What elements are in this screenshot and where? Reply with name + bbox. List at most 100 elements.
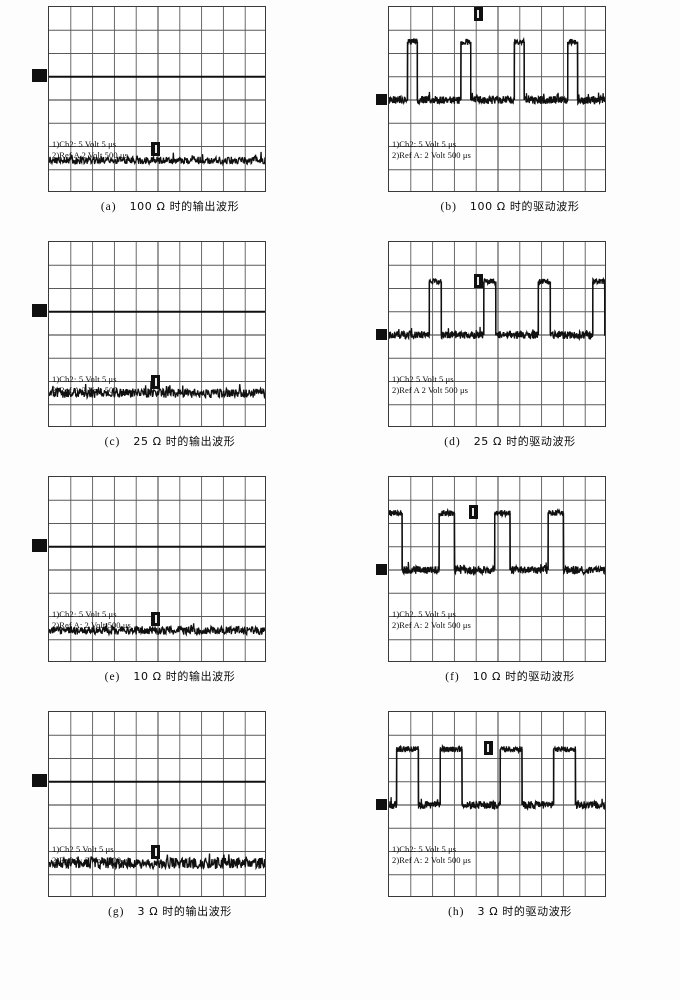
channel-reference-marker bbox=[376, 93, 387, 105]
scope-readout-line2: 2)Ref A: 2 Volt 500 μs bbox=[392, 620, 471, 631]
scope-graticule bbox=[48, 6, 266, 192]
scope-readout-line1: 1)Ch2: 5 Volt 5 μs bbox=[392, 844, 457, 855]
waveform-svg-h bbox=[389, 712, 605, 896]
panel-caption-text: 100 Ω 时的驱动波形 bbox=[469, 200, 580, 213]
channel-reference-marker bbox=[32, 304, 47, 318]
panel-caption-c: (c) 25 Ω 时的输出波形 bbox=[0, 433, 340, 449]
scope-graticule bbox=[388, 6, 606, 192]
channel-reference-marker bbox=[376, 563, 387, 575]
oscilloscope-screen-g: 1)Ch2 5 Volt 5 μs 2)Ref A· 2 Volt 500 μs bbox=[32, 711, 266, 897]
scope-readout-line2: 2)Ref A 2 Volt 500 μs bbox=[392, 385, 469, 396]
figure-panel: 1)Ch2: 5 Volt 5 μs 2)Ref A: 2 Volt 500 μs… bbox=[340, 705, 680, 940]
panel-caption-a: (a) 100 Ω 时的输出波形 bbox=[0, 198, 340, 214]
trigger-position-marker bbox=[151, 142, 161, 157]
channel-reference-marker bbox=[32, 774, 47, 788]
scope-graticule bbox=[48, 241, 266, 427]
channel-reference-marker bbox=[32, 539, 47, 553]
panel-caption-tag: (g) bbox=[108, 906, 125, 918]
scope-readout-line2: 2)Ref A 2 Volt 500 μs bbox=[52, 150, 129, 161]
scope-graticule bbox=[388, 476, 606, 662]
oscilloscope-screen-d: 1)Ch2 5 Volt 5 μs 2)Ref A 2 Volt 500 μs bbox=[376, 241, 606, 427]
scope-readout-line2: 2)Ref A: 2 Volt 500 μs bbox=[52, 620, 131, 631]
panel-caption-tag: (e) bbox=[104, 671, 121, 683]
figure-panel: 1)Ch2. 5 Volt 5 μs 2)Ref A: 2 Volt 500 μs… bbox=[340, 470, 680, 705]
scope-graticule bbox=[388, 711, 606, 897]
channel-reference-marker bbox=[376, 798, 387, 810]
figure-row: 1)Ch2· 5 Volt 5 μs 2)Ref A: 2 Volt 500 μs… bbox=[0, 470, 680, 705]
oscilloscope-screen-e: 1)Ch2· 5 Volt 5 μs 2)Ref A: 2 Volt 500 μs bbox=[32, 476, 266, 662]
panel-caption-tag: (a) bbox=[100, 201, 117, 213]
panel-caption-text: 3 Ω 时的输出波形 bbox=[137, 905, 232, 918]
oscilloscope-screen-h: 1)Ch2: 5 Volt 5 μs 2)Ref A: 2 Volt 500 μs bbox=[376, 711, 606, 897]
scope-readout-line2: 2)Ref A: 2 Volt 500 μs bbox=[392, 150, 471, 161]
panel-caption-tag: (d) bbox=[444, 436, 461, 448]
channel-reference-marker bbox=[32, 69, 47, 83]
panel-caption-text: 3 Ω 时的驱动波形 bbox=[477, 905, 572, 918]
panel-caption-tag: (h) bbox=[448, 906, 465, 918]
scope-graticule bbox=[388, 241, 606, 427]
waveform-trace bbox=[389, 276, 605, 342]
waveform-trace bbox=[389, 507, 605, 577]
panel-caption-text: 10 Ω 时的输出波形 bbox=[133, 670, 236, 683]
panel-caption-text: 100 Ω 时的输出波形 bbox=[129, 200, 240, 213]
waveform-trace bbox=[49, 545, 265, 637]
waveform-svg-e bbox=[49, 477, 265, 661]
scope-readout-line1: 1)Ch2: 5 Volt 5 μs bbox=[52, 139, 117, 150]
panel-caption-h: (h) 3 Ω 时的驱动波形 bbox=[340, 903, 680, 919]
waveform-trace bbox=[389, 743, 605, 812]
waveform-trace bbox=[49, 780, 265, 871]
oscilloscope-screen-b: 1)Ch2: 5 Volt 5 μs 2)Ref A: 2 Volt 500 μs bbox=[376, 6, 606, 192]
oscilloscope-screen-a: 1)Ch2: 5 Volt 5 μs 2)Ref A 2 Volt 500 μs bbox=[32, 6, 266, 192]
trigger-position-marker bbox=[468, 505, 478, 520]
scope-readout-line1: 1)Ch2: 5 Volt 5 μs bbox=[392, 139, 457, 150]
waveform-svg-d bbox=[389, 242, 605, 426]
scope-readout-line1: 1)Ch2. 5 Volt 5 μs bbox=[392, 609, 456, 620]
figure-panel: 1)Ch2 5 Volt 5 μs 2)Ref A 2 Volt 500 μs (d… bbox=[340, 235, 680, 470]
waveform-svg-c bbox=[49, 242, 265, 426]
waveform-trace bbox=[49, 310, 265, 401]
waveform-svg-b bbox=[389, 7, 605, 191]
scope-readout-line1: 1)Ch2 5 Volt 5 μs bbox=[52, 844, 114, 855]
figure-panel: 1)Ch2: 5 Volt 5 μs 2)Ref A 2 Volt 500 μs (… bbox=[0, 0, 340, 235]
panel-caption-tag: (b) bbox=[440, 201, 457, 213]
panel-caption-g: (g) 3 Ω 时的输出波形 bbox=[0, 903, 340, 919]
waveform-svg-f bbox=[389, 477, 605, 661]
scope-readout-line1: 1)Ch2 5 Volt 5 μs bbox=[392, 374, 454, 385]
channel-reference-marker bbox=[376, 328, 387, 340]
figure-panel: 1)Ch2 5 Volt 5 μs 2)Ref A· 2 Volt 500 μs (… bbox=[0, 705, 340, 940]
panel-caption-b: (b) 100 Ω 时的驱动波形 bbox=[340, 198, 680, 214]
figure-row: 1)Ch2: 5 Volt 5 μs 2)Ref A 2 Volt 500 μs(… bbox=[0, 0, 680, 235]
panel-caption-e: (e) 10 Ω 时的输出波形 bbox=[0, 668, 340, 684]
waveform-svg-a bbox=[49, 7, 265, 191]
panel-caption-tag: (f) bbox=[445, 671, 460, 683]
panel-caption-text: 10 Ω 时的驱动波形 bbox=[472, 670, 575, 683]
trigger-position-marker bbox=[483, 741, 493, 756]
scope-readout-line1: 1)Ch2· 5 Volt 5 μs bbox=[52, 609, 117, 620]
trigger-position-marker bbox=[151, 612, 161, 627]
panel-caption-text: 25 Ω 时的驱动波形 bbox=[473, 435, 576, 448]
panel-caption-tag: (c) bbox=[104, 436, 121, 448]
waveform-svg-g bbox=[49, 712, 265, 896]
oscilloscope-screen-c: 1)Ch2· 5 Volt 5 μs 2)Ref A 2 Volt 500 μs bbox=[32, 241, 266, 427]
trigger-position-marker bbox=[473, 273, 483, 288]
scope-readout-line2: 2)Ref A: 2 Volt 500 μs bbox=[392, 855, 471, 866]
trigger-position-marker bbox=[473, 6, 483, 21]
figure-panel: 1)Ch2: 5 Volt 5 μs 2)Ref A: 2 Volt 500 μs… bbox=[340, 0, 680, 235]
waveform-trace bbox=[389, 36, 605, 106]
oscilloscope-screen-f: 1)Ch2. 5 Volt 5 μs 2)Ref A: 2 Volt 500 μs bbox=[376, 476, 606, 662]
figure-panel: 1)Ch2· 5 Volt 5 μs 2)Ref A 2 Volt 500 μs (… bbox=[0, 235, 340, 470]
panel-caption-d: (d) 25 Ω 时的驱动波形 bbox=[340, 433, 680, 449]
scope-readout-line2: 2)Ref A· 2 Volt 500 μs bbox=[52, 855, 132, 866]
panel-caption-text: 25 Ω 时的输出波形 bbox=[133, 435, 236, 448]
scope-readout-line1: 1)Ch2· 5 Volt 5 μs bbox=[52, 374, 117, 385]
figure-panel: 1)Ch2· 5 Volt 5 μs 2)Ref A: 2 Volt 500 μs… bbox=[0, 470, 340, 705]
waveform-trace bbox=[49, 75, 265, 167]
scope-readout-line2: 2)Ref A 2 Volt 500 μs bbox=[52, 385, 129, 396]
trigger-position-marker bbox=[151, 845, 161, 860]
scope-graticule bbox=[48, 711, 266, 897]
trigger-position-marker bbox=[151, 375, 161, 390]
panel-caption-f: (f) 10 Ω 时的驱动波形 bbox=[340, 668, 680, 684]
figure-row: 1)Ch2· 5 Volt 5 μs 2)Ref A 2 Volt 500 μs(… bbox=[0, 235, 680, 470]
figure-row: 1)Ch2 5 Volt 5 μs 2)Ref A· 2 Volt 500 μs (… bbox=[0, 705, 680, 940]
